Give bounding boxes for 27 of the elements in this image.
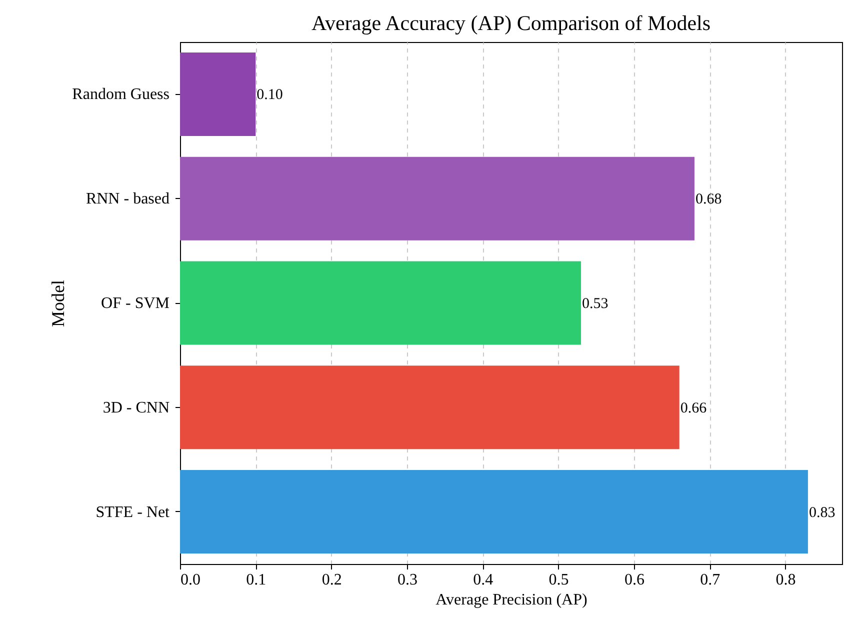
y-axis-title: Model xyxy=(48,280,68,327)
data-label: 0.68 xyxy=(695,192,722,208)
x-tick-label: 0.6 xyxy=(624,572,644,588)
chart-title: Average Accuracy (AP) Comparison of Models xyxy=(311,11,711,35)
x-tick-label: 0.5 xyxy=(548,572,569,588)
data-label: 0.10 xyxy=(256,87,283,104)
x-tick-label: 0.3 xyxy=(397,572,418,588)
bar xyxy=(180,366,680,450)
bar xyxy=(180,156,694,240)
y-tick-label: STFE - Net xyxy=(96,504,170,521)
y-tick-label: Random Guess xyxy=(72,86,170,104)
y-tick-label: OF - SVM xyxy=(101,295,170,312)
x-tick-label: 0.7 xyxy=(700,572,720,588)
x-axis-title: Average Precision (AP) xyxy=(436,592,588,608)
y-tick-label: 3D - CNN xyxy=(102,399,170,416)
bar xyxy=(180,52,256,136)
x-tick-label: 0.1 xyxy=(246,572,266,588)
y-tick-label: RNN - based xyxy=(86,190,170,208)
bar xyxy=(180,470,808,554)
bar xyxy=(180,261,581,345)
x-tick-label: 0.0 xyxy=(180,572,200,588)
data-label: 0.53 xyxy=(582,296,608,312)
data-label: 0.83 xyxy=(808,504,836,521)
x-tick-label: 0.4 xyxy=(473,572,494,588)
x-tick-label: 0.8 xyxy=(776,572,796,588)
x-tick-label: 0.2 xyxy=(322,572,342,588)
data-label: 0.66 xyxy=(680,400,708,416)
